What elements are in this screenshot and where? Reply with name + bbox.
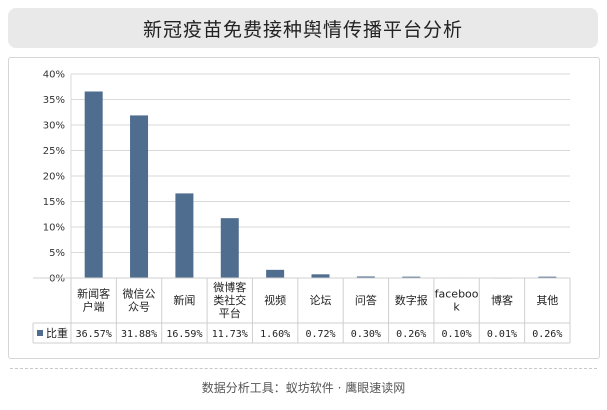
chart-title: 新冠疫苗免费接种舆情传播平台分析	[142, 18, 463, 41]
data-value-label: 0.26%	[396, 329, 426, 340]
x-tick-label: 新闻客	[77, 287, 110, 301]
bar	[266, 269, 285, 278]
y-tick-label: 5%	[49, 248, 65, 259]
y-tick-label: 20%	[43, 172, 65, 183]
x-tick-label: 众号	[128, 301, 150, 314]
x-tick-label: 平台	[219, 306, 241, 320]
bar	[220, 218, 239, 278]
data-value-label: 31.88%	[121, 329, 157, 340]
chart-title-bar: 新冠疫苗免费接种舆情传播平台分析	[8, 8, 598, 48]
data-value-label: 0.30%	[351, 329, 381, 340]
footer-divider	[10, 368, 597, 369]
x-tick-label: 微信公	[123, 287, 156, 301]
x-tick-label: 视频	[264, 293, 286, 307]
bar	[84, 91, 103, 278]
x-tick-label: 博客	[491, 293, 513, 307]
data-value-label: 16.59%	[166, 329, 202, 340]
data-value-label: 1.60%	[260, 329, 290, 340]
x-tick-label: 户端	[83, 300, 105, 314]
data-value-label: 36.57%	[76, 329, 112, 340]
x-tick-label: 微博客	[213, 280, 246, 294]
data-value-label: 0.10%	[442, 329, 472, 340]
bar	[538, 276, 557, 278]
x-tick-label: 问答	[355, 293, 377, 307]
y-tick-label: 15%	[43, 197, 65, 208]
legend-series-name: 比重	[46, 326, 68, 340]
data-value-label: 11.73%	[212, 329, 248, 340]
bar	[175, 193, 194, 278]
data-value-label: 0.26%	[532, 329, 562, 340]
chart-frame	[8, 57, 600, 359]
x-tick-label: 新闻	[173, 293, 195, 307]
x-tick-label: 论坛	[310, 293, 332, 307]
y-tick-label: 10%	[43, 223, 65, 234]
legend-swatch	[37, 330, 43, 336]
x-tick-label: k	[453, 301, 460, 314]
y-tick-label: 25%	[43, 146, 65, 157]
data-value-label: 0.01%	[487, 329, 517, 340]
y-tick-label: 35%	[43, 95, 65, 106]
footer-source: 数据分析工具：蚁坊软件 · 鹰眼速读网	[201, 381, 406, 395]
bar	[130, 115, 149, 278]
bar	[356, 276, 375, 278]
y-tick-label: 0%	[49, 274, 65, 285]
x-tick-label: 其他	[536, 294, 558, 307]
x-tick-label: faceboo	[435, 288, 479, 301]
x-tick-label: 类社交	[213, 293, 246, 307]
data-value-label: 0.72%	[305, 329, 335, 340]
y-tick-label: 40%	[43, 70, 65, 81]
bar	[402, 276, 421, 278]
x-tick-label: 数字报	[395, 293, 428, 307]
y-tick-label: 30%	[43, 121, 65, 132]
bar	[311, 274, 330, 278]
